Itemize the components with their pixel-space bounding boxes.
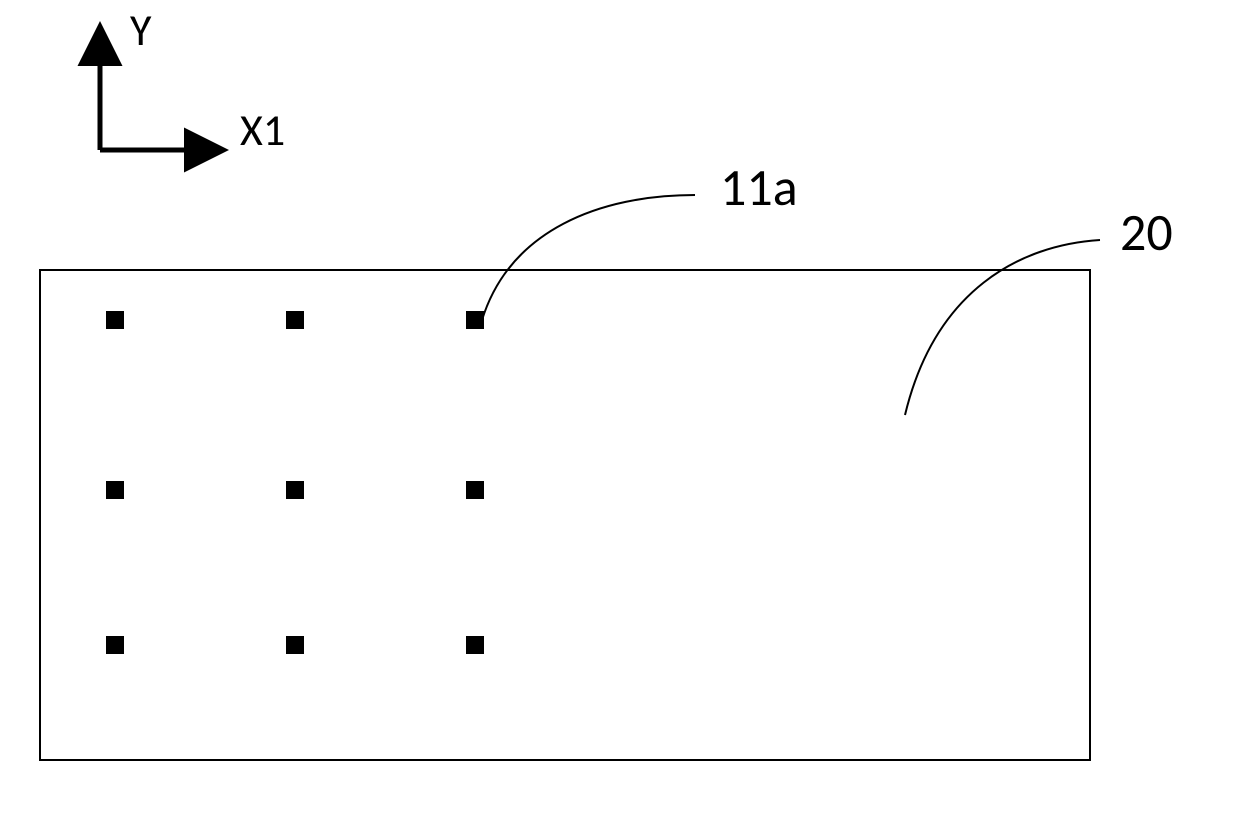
- callout-11a: 11a: [482, 155, 798, 320]
- dot-r0-c2: [466, 311, 484, 329]
- dot-r2-c2: [466, 636, 484, 654]
- dot-r1-c1: [286, 481, 304, 499]
- callout-label-11a: 11a: [720, 155, 798, 219]
- dot-r2-c1: [286, 636, 304, 654]
- dot-r1-c2: [466, 481, 484, 499]
- callout-leader-11a: [482, 195, 695, 320]
- x-axis-label: X1: [240, 103, 285, 157]
- dot-r0-c0: [106, 311, 124, 329]
- dot-r1-c0: [106, 481, 124, 499]
- callout-20: 20: [905, 200, 1173, 415]
- callout-leader-20: [905, 240, 1100, 415]
- dot-grid: [106, 311, 484, 654]
- y-axis-label: Y: [130, 3, 152, 57]
- callout-label-20: 20: [1120, 200, 1173, 264]
- dot-r2-c0: [106, 636, 124, 654]
- coordinate-axis: Y X1: [100, 3, 285, 157]
- dot-r0-c1: [286, 311, 304, 329]
